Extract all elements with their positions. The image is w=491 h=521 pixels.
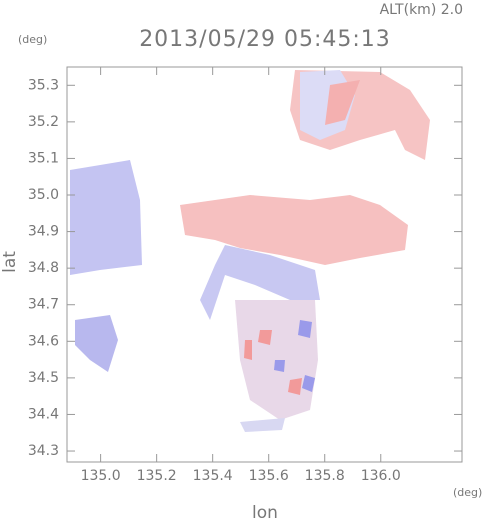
x-tick-label: 136.0 bbox=[361, 468, 401, 484]
x-tick-label: 135.8 bbox=[305, 468, 345, 484]
y-axis-label: lat bbox=[0, 251, 20, 273]
y-tick-label: 35.0 bbox=[28, 187, 59, 203]
x-tick-label: 135.0 bbox=[81, 468, 121, 484]
y-tick-label: 34.3 bbox=[28, 443, 59, 459]
x-tick-label: 135.2 bbox=[137, 468, 177, 484]
y-tick-label: 34.6 bbox=[28, 333, 59, 349]
plot-frame bbox=[66, 66, 463, 463]
echo-field bbox=[70, 70, 430, 432]
y-tick-label: 34.7 bbox=[28, 297, 59, 313]
echo-region bbox=[200, 245, 320, 320]
y-tick-label: 35.2 bbox=[28, 114, 59, 130]
echo-region bbox=[180, 195, 408, 265]
echo-region bbox=[274, 320, 315, 392]
y-tick-label: 35.1 bbox=[28, 150, 59, 166]
x-tick-label: 135.4 bbox=[193, 468, 233, 484]
echo-region bbox=[75, 315, 118, 372]
echo-region bbox=[240, 418, 285, 432]
ticks: 135.0 135.2 135.4 135.6 135.8 136.0 34.3 34.4 34… bbox=[28, 67, 462, 484]
y-tick-label: 34.9 bbox=[28, 224, 59, 240]
echo-region bbox=[325, 80, 360, 125]
chart-title: 2013/05/29 05:45:13 bbox=[139, 27, 391, 52]
x-axis-label: lon bbox=[252, 503, 278, 521]
y-tick-label: 35.3 bbox=[28, 77, 59, 93]
echo-region bbox=[70, 160, 142, 275]
y-tick-label: 34.8 bbox=[28, 260, 59, 276]
y-unit: (deg) bbox=[18, 33, 47, 46]
echo-region bbox=[244, 330, 302, 395]
altitude-label: ALT(km) 2.0 bbox=[380, 2, 463, 18]
y-tick-label: 34.4 bbox=[28, 406, 59, 422]
x-unit: (deg) bbox=[453, 486, 482, 499]
x-tick-label: 135.6 bbox=[249, 468, 289, 484]
y-tick-label: 34.5 bbox=[28, 370, 59, 386]
